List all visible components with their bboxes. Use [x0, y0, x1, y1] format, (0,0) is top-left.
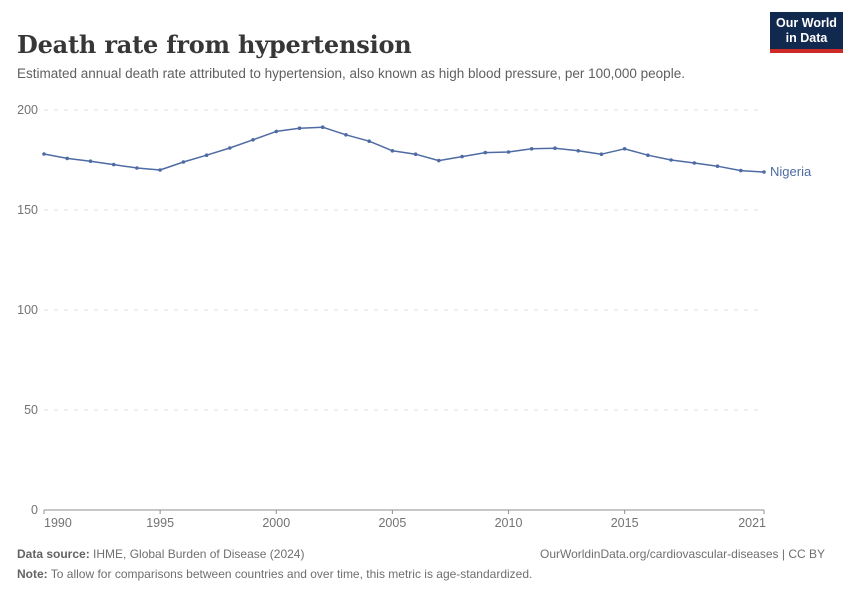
owid-logo-line2: in Data: [785, 30, 828, 45]
data-point: [646, 153, 650, 157]
data-point: [181, 160, 186, 164]
data-point: [437, 158, 441, 163]
owid-logo-line1: Our World: [776, 15, 837, 30]
data-point: [344, 133, 348, 137]
note-label: Note:: [17, 567, 48, 581]
owid-logo: Our World in Data: [770, 12, 843, 53]
data-point: [692, 161, 697, 165]
y-axis-tick-label: 200: [17, 103, 38, 117]
x-axis-tick-label: 1990: [44, 516, 72, 530]
chart-area: 0 50 100 150 200 1990 1995 2000 2005 2010 2015 2021…: [0, 95, 850, 540]
nigeria-line: [43, 126, 765, 173]
data-source-label: Data source:: [17, 547, 90, 561]
data-point: [762, 170, 766, 174]
y-axis-tick-label: 150: [17, 203, 38, 217]
y-axis-tick-label: 50: [24, 403, 38, 417]
data-point: [483, 150, 488, 155]
data-point: [715, 164, 720, 168]
chart-subtitle: Estimated annual death rate attributed t…: [17, 65, 685, 81]
data-point: [553, 146, 557, 150]
data-point: [204, 153, 209, 157]
data-point: [506, 150, 511, 154]
data-point: [135, 166, 139, 170]
x-axis-tick-label: 2015: [611, 516, 639, 530]
x-axis-tick-label: 2010: [495, 516, 523, 530]
y-axis-tick-label: 100: [17, 303, 38, 317]
data-point: [739, 168, 743, 173]
chart-footer: Data source: IHME, Global Burden of Dise…: [17, 547, 825, 581]
note-text: To allow for comparisons between countri…: [47, 567, 533, 581]
data-point: [274, 129, 279, 134]
data-point: [599, 152, 604, 156]
data-point: [669, 158, 673, 162]
data-point: [297, 126, 302, 130]
data-source: Data source: IHME, Global Burden of Dise…: [17, 547, 304, 561]
data-point: [576, 149, 580, 153]
data-point: [111, 162, 116, 167]
x-axis-tick-label: 2021: [738, 516, 766, 530]
data-point: [320, 125, 325, 129]
x-axis-tick-label: 2005: [378, 516, 406, 530]
data-point: [367, 139, 372, 143]
data-point: [251, 138, 255, 142]
chart-note: Note: To allow for comparisons between c…: [17, 567, 825, 581]
data-point: [42, 152, 46, 156]
x-axis-tick-label: 2000: [262, 516, 290, 530]
data-point: [529, 147, 534, 151]
data-point: [413, 152, 418, 156]
data-source-text: IHME, Global Burden of Disease (2024): [89, 547, 305, 561]
data-point: [390, 149, 395, 153]
data-point: [158, 168, 162, 172]
owid-link[interactable]: OurWorldinData.org/cardiovascular-diseas…: [539, 547, 825, 561]
data-point: [228, 146, 232, 150]
y-axis-tick-label: 0: [31, 503, 38, 517]
series-end-label: Nigeria: [770, 164, 812, 179]
data-point: [65, 156, 69, 161]
data-point: [622, 147, 627, 151]
line-chart: 0 50 100 150 200 1990 1995 2000 2005 2010 2015 2021…: [17, 103, 812, 530]
data-point: [88, 159, 93, 163]
data-point: [460, 154, 464, 159]
page-title: Death rate from hypertension: [17, 30, 412, 60]
x-axis-tick-label: 1995: [146, 516, 174, 530]
